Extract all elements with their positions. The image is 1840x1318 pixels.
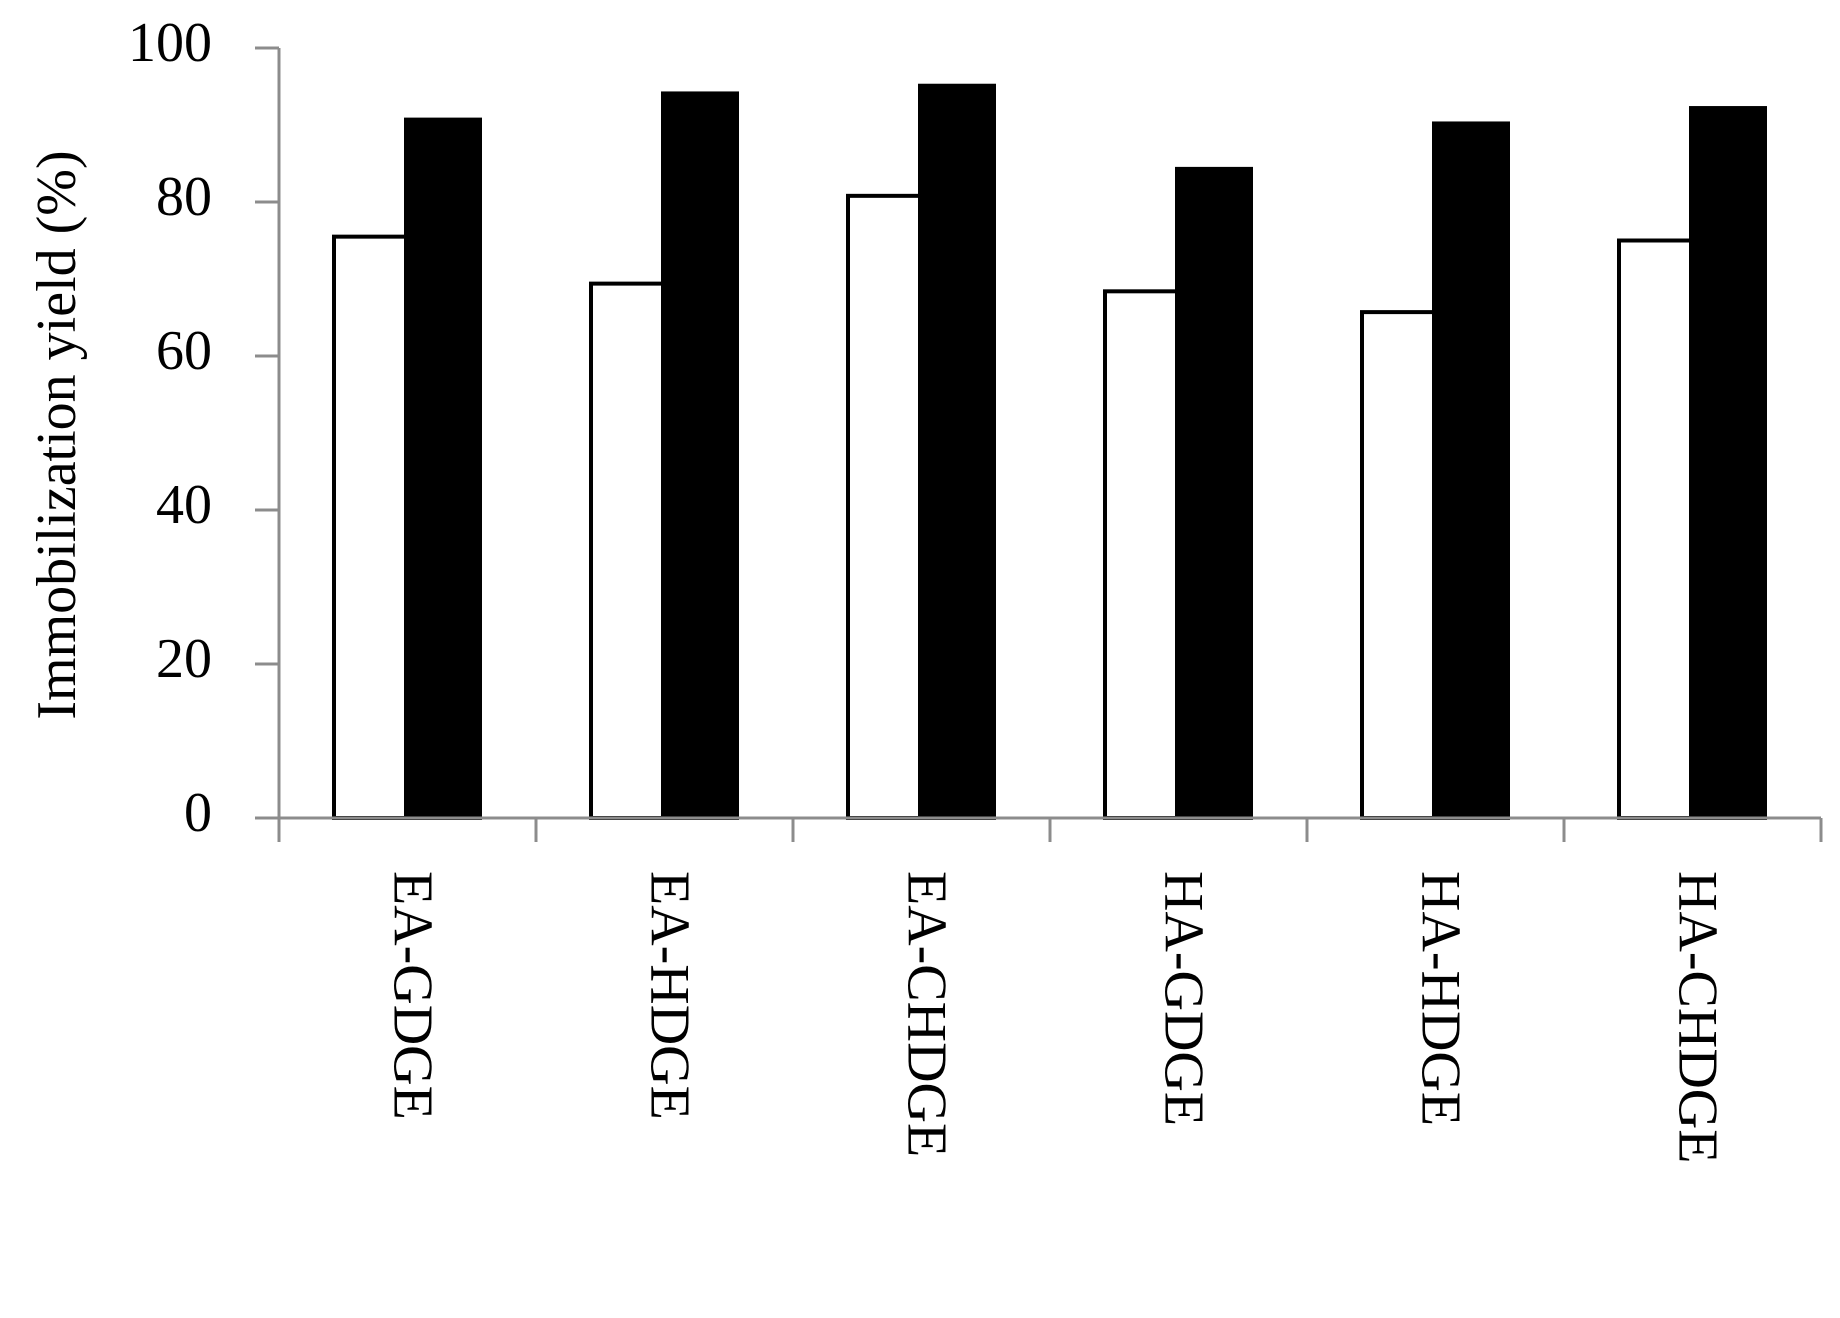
bar	[1360, 310, 1436, 820]
x-tick-label: HA-GDGE	[1153, 871, 1215, 1126]
y-tick-label: 100	[128, 12, 212, 74]
y-tick-label: 40	[156, 474, 212, 536]
x-tick-label: EA-HDGE	[639, 871, 701, 1120]
bar	[1103, 289, 1179, 820]
bar	[404, 117, 482, 821]
y-tick-label: 0	[184, 782, 212, 844]
bar	[846, 193, 922, 820]
x-tick-label: EA-GDGE	[382, 871, 444, 1120]
bar	[661, 91, 739, 821]
y-axis-label: Immobilization yield (%)	[26, 150, 88, 719]
x-tick-label: HA-HDGE	[1410, 871, 1472, 1126]
x-tick-label: HA-CHDGE	[1667, 871, 1729, 1163]
y-tick-label: 20	[156, 628, 212, 690]
y-tick-label: 80	[156, 166, 212, 228]
bar	[589, 281, 665, 820]
bar	[1175, 166, 1253, 820]
y-tick-label: 60	[156, 320, 212, 382]
bar	[1689, 106, 1767, 820]
bar	[332, 234, 408, 820]
x-tick-label: EA-CHDGE	[896, 871, 958, 1157]
bar	[1617, 238, 1693, 820]
bar	[1432, 121, 1510, 820]
bar	[918, 83, 996, 821]
